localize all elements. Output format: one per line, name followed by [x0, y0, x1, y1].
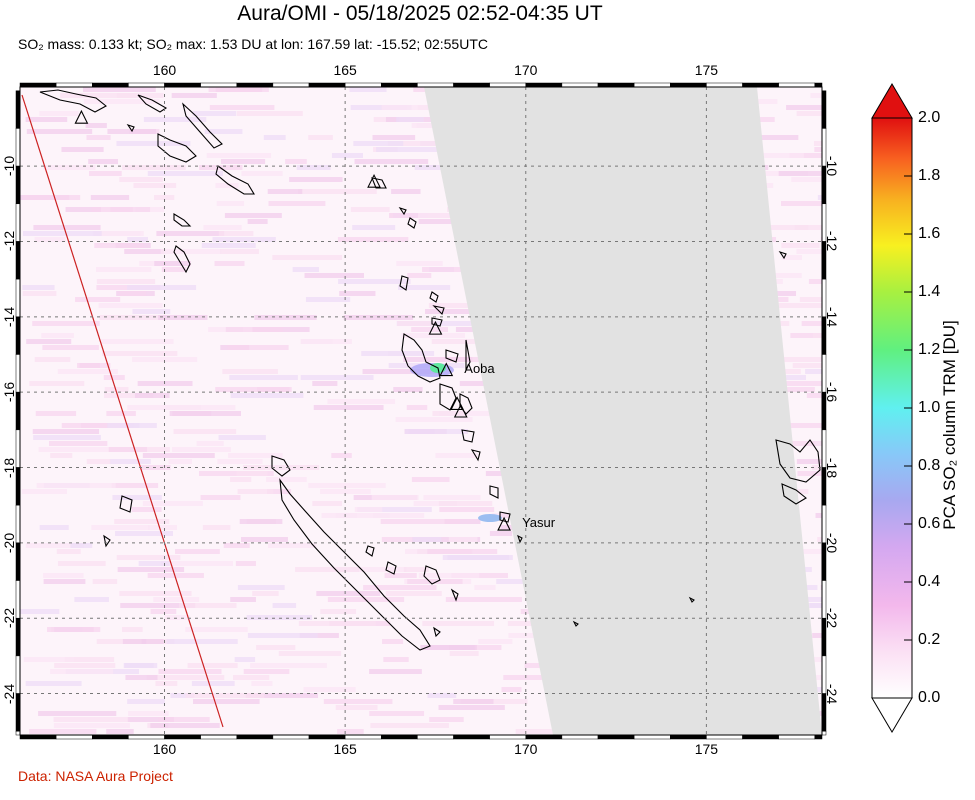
map-title: Aura/OMI - 05/18/2025 02:52-04:35 UT [237, 2, 603, 25]
colorbar-tick-label: 1.0 [918, 399, 941, 416]
lon-tick-label-bottom: 160 [152, 741, 177, 757]
lat-tick-label-left: -10 [1, 155, 17, 177]
colorbar-tick-label: 0.2 [918, 631, 941, 648]
colorbar-tick-label: 0.8 [918, 457, 941, 474]
lon-tick-label-top: 170 [514, 62, 538, 78]
lat-tick-label-right: -18 [824, 457, 840, 478]
so2-mass-text: SO₂ mass: 0.133 kt [18, 36, 139, 52]
lon-tick-label-bottom: 165 [333, 741, 357, 757]
colorbar-label: PCA SO₂ column TRM [DU] [940, 320, 959, 530]
orbit-edge-line [21, 94, 224, 728]
colorbar-min-arrow [871, 697, 913, 733]
lat-tick-label-left: -16 [1, 382, 17, 403]
graticule [20, 87, 822, 735]
colorbar-tick-label: 2.0 [918, 109, 941, 126]
coastlines [39, 89, 821, 651]
colorbar-tick-label: 1.4 [918, 283, 941, 300]
lat-tick-label-left: -18 [1, 457, 17, 478]
lat-tick-label-right: -20 [824, 532, 840, 553]
map-border [15, 82, 827, 740]
volcano-triangle-icon [497, 516, 511, 531]
lat-tick-label-left: -14 [1, 306, 17, 327]
colorbar-tick-label: 1.6 [918, 225, 941, 242]
lon-tick-label-bottom: 170 [514, 741, 538, 757]
volcano-label: Aoba [464, 360, 495, 376]
volcano-triangle-icon [428, 320, 443, 335]
so2-max-text: SO₂ max: 1.53 DU at lon: 167.59 lat: -15… [146, 36, 417, 52]
volcano-triangle-icon [439, 362, 454, 377]
colorbar [871, 83, 913, 733]
volcano-triangle-icon [74, 109, 89, 124]
volcano-triangle-icon [450, 396, 465, 411]
colorbar-tick-label: 0.4 [918, 573, 941, 590]
so2-plume-yasur [478, 514, 502, 522]
lat-tick-label-left: -24 [1, 683, 17, 704]
data-credit: Data: NASA Aura Project [18, 768, 173, 784]
lon-tick-label-top: 165 [333, 62, 357, 78]
colorbar-tick-label: 1.2 [918, 341, 941, 358]
volcano-triangle-icon [367, 173, 381, 188]
lon-tick-label-top: 160 [152, 62, 177, 78]
lat-tick-label-left: -20 [1, 532, 17, 553]
lat-tick-label-right: -10 [824, 155, 840, 177]
lat-tick-label-right: -16 [824, 382, 840, 403]
lon-tick-label-bottom: 175 [694, 741, 719, 757]
lat-tick-label-right: -14 [824, 306, 840, 327]
map-frame [19, 86, 823, 736]
colorbar-tick-label: 0.6 [918, 515, 941, 532]
volcano-triangle-icon [453, 403, 468, 418]
colorbar-max-arrow [871, 83, 913, 119]
lat-tick-label-left: -22 [1, 608, 17, 629]
overpass-time: 02:55UTC [424, 36, 488, 52]
lat-tick-label-left: -12 [1, 231, 17, 252]
lat-tick-label-right: -24 [824, 683, 840, 704]
volcano-markers [74, 109, 511, 531]
colorbar-tick-label: 1.8 [918, 167, 941, 184]
lat-tick-label-right: -12 [824, 231, 840, 252]
colorbar-tick-label: 0.0 [918, 689, 941, 706]
volcano-label: Yasur [522, 515, 556, 531]
lat-tick-label-right: -22 [824, 608, 840, 629]
map-subtitle: SO₂ mass: 0.133 kt; SO₂ max: 1.53 DU at … [18, 36, 488, 52]
lon-tick-label-top: 175 [694, 62, 719, 78]
no-data-swath-gap [424, 87, 822, 735]
